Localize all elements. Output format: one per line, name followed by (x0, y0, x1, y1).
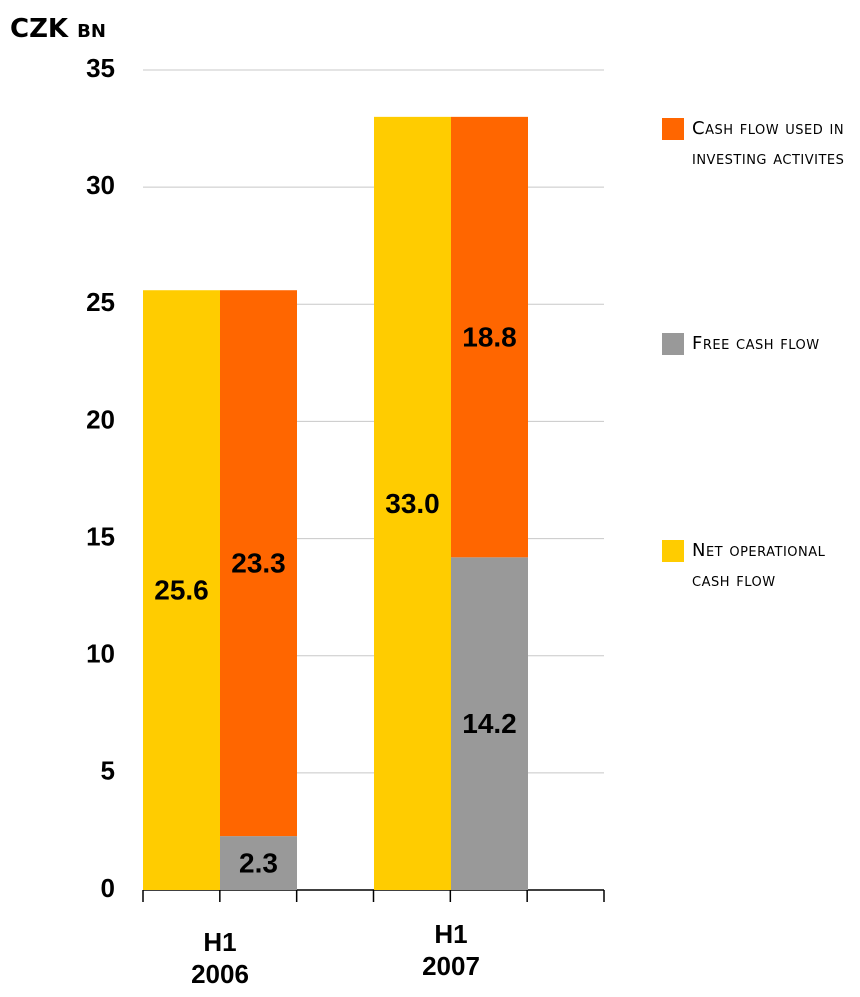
bar (451, 557, 528, 890)
legend-swatch (662, 540, 684, 562)
y-tick-label: 25 (86, 287, 115, 317)
y-tick-label: 5 (101, 756, 115, 786)
bar (220, 290, 297, 837)
bar (143, 290, 220, 890)
y-tick-label: 0 (101, 873, 115, 903)
data-label: 25.6 (154, 575, 209, 606)
bar (451, 116, 528, 558)
y-tick-label: 20 (86, 404, 115, 434)
legend-swatch (662, 333, 684, 355)
x-tick-label: H1 2006 (191, 927, 249, 989)
y-tick-label: 30 (86, 170, 115, 200)
legend-label: Cash flow used in investing activites (692, 118, 845, 169)
legend-label: Net operational cash flow (692, 540, 826, 591)
data-label: 2.3 (239, 847, 278, 878)
data-label: 18.8 (462, 321, 517, 352)
y-tick-label: 35 (86, 53, 115, 83)
legend-swatch (662, 118, 684, 140)
legend-label: Free cash flow (692, 333, 820, 354)
data-label: 14.2 (462, 708, 517, 739)
bar (220, 836, 297, 890)
y-tick-label: 15 (86, 521, 115, 551)
y-axis-label: CZK bn (10, 14, 106, 44)
bar (374, 116, 451, 891)
x-tick-label: H1 2007 (422, 919, 480, 981)
data-label: 33.0 (385, 488, 440, 519)
y-tick-label: 10 (86, 639, 115, 669)
data-label: 23.3 (231, 548, 286, 579)
